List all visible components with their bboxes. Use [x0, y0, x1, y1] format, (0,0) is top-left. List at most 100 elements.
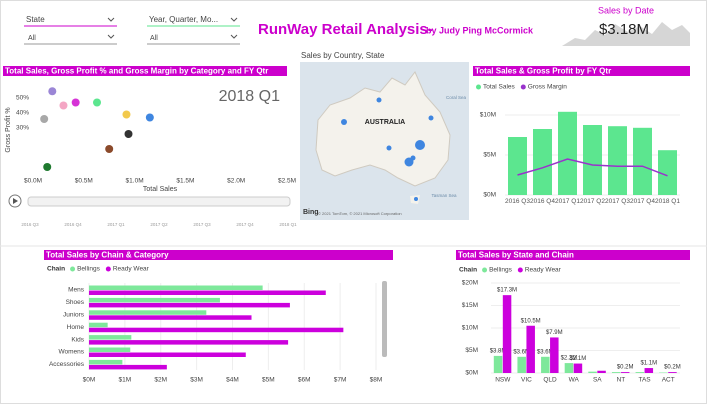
x-tick-label: 2017 Q2 [580, 198, 605, 205]
scatter-point [40, 115, 49, 123]
play-axis-label: 2017 Q4 [236, 222, 254, 227]
map-title: Sales by Country, State [301, 51, 385, 60]
legend-swatch [70, 266, 76, 272]
slicer-value[interactable]: All [28, 35, 36, 42]
bar [89, 315, 252, 320]
y-tick-label: Mens [68, 287, 85, 294]
legend-label: Gross Margin [528, 84, 567, 91]
x-tick-label: $2M [154, 377, 167, 384]
bar [508, 137, 527, 195]
bar [89, 302, 290, 308]
map-bubble [415, 140, 425, 150]
x-tick-label: 2017 Q4 [630, 198, 655, 205]
bar [588, 371, 597, 373]
map-label: Tasman Sea [431, 193, 457, 198]
sparkline [562, 22, 690, 46]
bar [644, 368, 654, 373]
bar [502, 295, 512, 373]
y-tick-label: $0M [465, 370, 478, 377]
bar [558, 111, 577, 195]
bar [89, 364, 167, 370]
chevron [230, 17, 238, 22]
y-tick-label: Juniors [63, 312, 85, 319]
legend-swatch [517, 267, 523, 273]
bar [608, 126, 627, 195]
map-label: AUSTRALIA [365, 119, 405, 126]
data-label: $0.2M [617, 365, 634, 371]
data-label: $17.3M [497, 288, 517, 294]
card-value: $3.18M [599, 21, 649, 38]
scatter-point [43, 163, 52, 171]
bar [89, 290, 326, 295]
legend-swatch [520, 84, 526, 90]
bar [658, 150, 677, 195]
x-tick-label: $0.0M [24, 178, 42, 185]
x-tick-label: $2.0M [227, 178, 245, 185]
y-tick-label: 50% [16, 95, 29, 102]
bar [620, 372, 630, 373]
slicer-value[interactable]: All [150, 35, 158, 42]
data-label: $10.5M [521, 318, 541, 324]
map-bubble [341, 119, 347, 125]
visual-header [473, 66, 690, 76]
x-tick-label: $0.5M [75, 178, 93, 185]
bar [611, 372, 621, 373]
bar [89, 327, 344, 333]
x-tick-label: NSW [495, 377, 511, 384]
legend-label: Ready Wear [525, 267, 562, 274]
legend-label: Bellings [77, 266, 101, 273]
data-label: $3.6M [537, 349, 554, 355]
x-tick-label: 2017 Q3 [605, 198, 630, 205]
y-tick-label: $10M [480, 112, 496, 119]
bar [89, 340, 289, 345]
bar [597, 370, 606, 373]
x-tick-label: $1M [119, 377, 132, 384]
map-bubble [414, 197, 418, 201]
bar [89, 359, 123, 365]
scrollbar[interactable] [382, 281, 387, 357]
report-byline: by Judy Ping McCormick [426, 25, 534, 35]
visual-title: Total Sales by State and Chain [458, 251, 574, 260]
x-tick-label: $2.5M [278, 178, 296, 185]
bar [517, 356, 526, 373]
card-title: Sales by Date [598, 5, 654, 15]
x-tick-label: 2017 Q1 [555, 198, 580, 205]
x-tick-label: 2016 Q3 [505, 198, 530, 205]
bar [633, 127, 652, 195]
play-slider[interactable] [27, 196, 291, 207]
x-tick-label: $3M [190, 377, 203, 384]
chevron [230, 34, 238, 39]
bar [550, 337, 559, 373]
bar [541, 356, 550, 373]
y-tick-label: $10M [462, 325, 478, 332]
x-tick-label: $7M [334, 377, 347, 384]
slicer-label: Year, Quarter, Mo... [149, 15, 218, 24]
scatter-point [122, 110, 131, 119]
map-bubble [376, 97, 382, 103]
play-axis-label: 2017 Q2 [150, 222, 168, 227]
y-tick-label: $5M [465, 347, 478, 354]
play-axis-label: 2016 Q3 [21, 222, 39, 227]
bar [533, 129, 552, 195]
data-label: $1.1M [640, 361, 657, 367]
visual-title: Total Sales, Gross Profit % and Gross Ma… [5, 67, 268, 76]
data-label: $7.9M [546, 330, 563, 336]
data-label: $3.6M [513, 349, 530, 355]
x-tick-label: SA [593, 377, 602, 384]
x-tick-label: $4M [226, 377, 239, 384]
y-tick-label: Kids [71, 336, 84, 343]
x-axis-title: Total Sales [143, 186, 178, 193]
scatter-point [124, 130, 133, 138]
x-tick-label: NT [617, 377, 626, 384]
bar [89, 335, 132, 340]
bar [635, 372, 645, 373]
bar [89, 285, 263, 290]
visual-header [44, 250, 393, 260]
x-tick-label: TAS [638, 377, 651, 384]
bar [89, 297, 220, 303]
x-tick-label: 2016 Q4 [530, 198, 555, 205]
bar [89, 352, 246, 357]
visual-header [456, 250, 690, 260]
play-axis-label: 2017 Q3 [193, 222, 211, 227]
